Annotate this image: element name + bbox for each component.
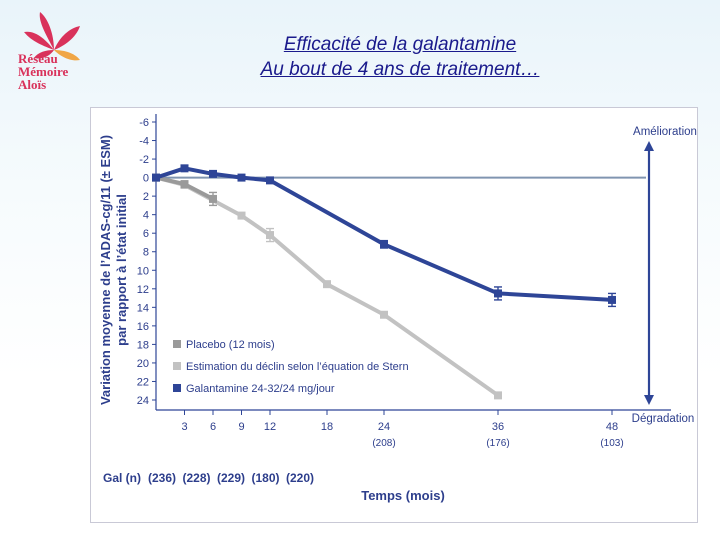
data-point xyxy=(237,211,246,220)
x-tick-label: 48 xyxy=(606,421,618,433)
gal-n-label: Gal (n) xyxy=(103,471,141,485)
legend-marker xyxy=(173,340,181,348)
x-tick-label: 9 xyxy=(238,421,244,433)
adas-cog-line-chart: Variation moyenne de l’ADAS-cg/11 (± ESM… xyxy=(98,114,697,503)
y-axis-label-line-1: Variation moyenne de l’ADAS-cg/11 (± ESM… xyxy=(98,135,113,405)
annotation-improvement: Amélioration xyxy=(633,126,697,138)
logo-line: Mémoire xyxy=(18,64,69,79)
slide-title-line-1: Efficacité de la galantamine xyxy=(283,34,517,55)
y-tick-label: -4 xyxy=(139,136,149,148)
gal-n-count: (220) xyxy=(286,471,314,485)
y-tick-label: 20 xyxy=(137,358,149,370)
y-axis-label-line-2: par rapport à l’état initial xyxy=(114,194,129,346)
series-line xyxy=(155,166,613,302)
gal-n-count: (236) xyxy=(148,471,176,485)
data-point xyxy=(266,176,274,185)
flower-icon xyxy=(24,12,80,61)
y-tick-label: 2 xyxy=(143,191,149,203)
x-tick-sublabel: (176) xyxy=(486,438,509,449)
legend-label: Estimation du déclin selon l’équation de… xyxy=(186,361,409,373)
y-tick-label: 22 xyxy=(137,376,149,388)
data-point xyxy=(323,280,331,289)
x-tick-sublabel: (208) xyxy=(372,438,395,449)
gal-n-count: (180) xyxy=(252,471,280,485)
y-tick-label: 12 xyxy=(137,284,149,296)
x-tick-sublabel: (103) xyxy=(600,438,623,449)
data-point xyxy=(209,194,217,203)
gal-n-count: (228) xyxy=(183,471,211,485)
x-tick-label: 6 xyxy=(210,421,216,433)
y-tick-label: -6 xyxy=(139,117,149,129)
data-point xyxy=(237,173,246,182)
x-tick-label: 3 xyxy=(181,421,187,433)
x-axis-label: Temps (mois) xyxy=(361,488,445,503)
y-tick-label: 6 xyxy=(143,228,149,240)
x-tick-label: 12 xyxy=(264,421,276,433)
x-tick-label: 24 xyxy=(378,421,390,433)
reseau-memoire-alois-logo xyxy=(24,12,80,61)
y-tick-label: 18 xyxy=(137,339,149,351)
legend-label: Galantamine 24-32/24 mg/jour xyxy=(186,383,335,395)
logo-line: Réseau xyxy=(18,51,58,66)
legend-label: Placebo (12 mois) xyxy=(186,339,275,351)
y-tick-label: 16 xyxy=(137,321,149,333)
x-tick-label: 18 xyxy=(321,421,333,433)
data-point xyxy=(608,295,616,304)
y-tick-label: 0 xyxy=(143,173,149,185)
chart-panel: Variation moyenne de l’ADAS-cg/11 (± ESM… xyxy=(90,107,698,523)
data-point xyxy=(494,391,502,400)
data-point xyxy=(380,310,388,319)
y-tick-label: -2 xyxy=(139,154,149,166)
slide-title-line-2: Au bout de 4 ans de traitement… xyxy=(260,59,540,80)
logo-text: Réseau Mémoire Aloïs xyxy=(18,52,98,91)
legend-marker xyxy=(173,362,181,370)
y-tick-label: 8 xyxy=(143,247,149,259)
data-point xyxy=(209,169,217,178)
slide-title: Efficacité de la galantamine Au bout de … xyxy=(200,32,600,82)
x-tick-label: 36 xyxy=(492,421,504,433)
gal-n-count: (229) xyxy=(217,471,245,485)
legend-marker xyxy=(173,384,181,392)
y-tick-label: 4 xyxy=(143,210,149,222)
logo-line: Aloïs xyxy=(18,77,47,92)
annotation-degradation: Dégradation xyxy=(632,413,695,425)
data-point xyxy=(266,231,274,240)
data-point xyxy=(180,164,189,173)
data-point xyxy=(380,240,388,249)
y-tick-label: 10 xyxy=(137,265,149,277)
y-tick-label: 14 xyxy=(137,302,149,314)
data-point xyxy=(180,180,189,189)
y-tick-label: 24 xyxy=(137,395,149,407)
data-point xyxy=(494,289,502,298)
